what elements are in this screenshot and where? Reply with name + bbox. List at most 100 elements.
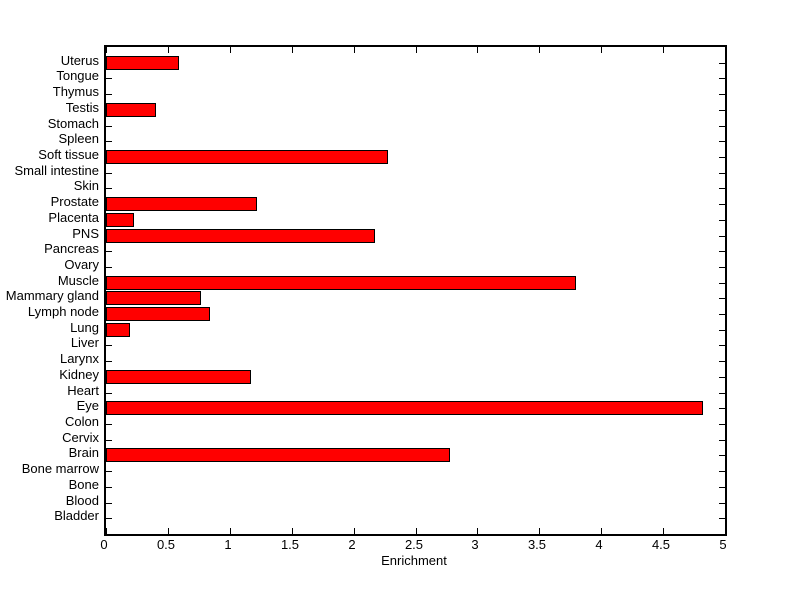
- y-tick-right-thymus: [719, 94, 725, 95]
- x-tick-bottom-3: [477, 528, 478, 534]
- x-tick-bottom-2: [354, 528, 355, 534]
- y-tick-right-cervix: [719, 440, 725, 441]
- category-label-pancreas: Pancreas: [44, 241, 99, 256]
- y-tick-right-testis: [719, 110, 725, 111]
- x-tick-bottom-5: [725, 528, 726, 534]
- plot-area: [104, 45, 727, 536]
- y-tick-left-tongue: [106, 78, 112, 79]
- x-tick-bottom-1: [230, 528, 231, 534]
- category-label-prostate: Prostate: [50, 194, 99, 209]
- x-tick-top-5: [725, 47, 726, 53]
- y-tick-right-bone: [719, 487, 725, 488]
- category-label-spleen: Spleen: [58, 131, 99, 146]
- y-tick-right-eye: [719, 408, 725, 409]
- y-tick-right-tongue: [719, 78, 725, 79]
- y-tick-right-skin: [719, 188, 725, 189]
- category-label-testis: Testis: [65, 100, 99, 115]
- y-tick-left-spleen: [106, 141, 112, 142]
- x-axis-title: Enrichment: [381, 553, 447, 568]
- x-tick-top-0.5: [168, 47, 169, 53]
- x-tick-label-2.5: 2.5: [404, 537, 424, 552]
- category-label-ovary: Ovary: [64, 257, 99, 272]
- x-tick-bottom-3.5: [539, 528, 540, 534]
- category-label-lymph-node: Lymph node: [27, 304, 99, 319]
- bar-placenta: [106, 213, 134, 227]
- y-tick-right-colon: [719, 424, 725, 425]
- category-label-blood: Blood: [65, 493, 99, 508]
- x-tick-top-2: [354, 47, 355, 53]
- y-tick-left-larynx: [106, 361, 112, 362]
- y-tick-left-ovary: [106, 267, 112, 268]
- bar-brain: [106, 448, 450, 462]
- x-tick-top-3.5: [539, 47, 540, 53]
- x-tick-label-5: 5: [719, 537, 727, 552]
- category-label-thymus: Thymus: [52, 84, 99, 99]
- bar-pns: [106, 229, 375, 243]
- x-tick-label-1: 1: [224, 537, 232, 552]
- x-tick-label-3.5: 3.5: [527, 537, 547, 552]
- bar-soft-tissue: [106, 150, 388, 164]
- x-tick-bottom-0.5: [168, 528, 169, 534]
- y-tick-right-muscle: [719, 283, 725, 284]
- category-label-lung: Lung: [70, 320, 99, 335]
- x-tick-top-3: [477, 47, 478, 53]
- bar-muscle: [106, 276, 576, 290]
- y-tick-right-prostate: [719, 204, 725, 205]
- category-label-larynx: Larynx: [59, 351, 99, 366]
- y-tick-right-blood: [719, 503, 725, 504]
- x-tick-top-1.5: [292, 47, 293, 53]
- bar-lung: [106, 323, 130, 337]
- x-tick-bottom-2.5: [416, 528, 417, 534]
- category-label-kidney: Kidney: [59, 367, 99, 382]
- category-label-colon: Colon: [65, 414, 99, 429]
- category-label-brain: Brain: [68, 445, 99, 460]
- category-label-pns: PNS: [72, 226, 99, 241]
- x-tick-label-2: 2: [348, 537, 356, 552]
- bar-mammary-gland: [106, 291, 201, 305]
- x-tick-top-2.5: [416, 47, 417, 53]
- y-tick-right-ovary: [719, 267, 725, 268]
- y-tick-right-placenta: [719, 220, 725, 221]
- category-label-muscle: Muscle: [57, 273, 99, 288]
- y-tick-right-uterus: [719, 63, 725, 64]
- category-label-tongue: Tongue: [56, 68, 99, 83]
- category-label-bladder: Bladder: [54, 508, 99, 523]
- x-tick-bottom-4: [601, 528, 602, 534]
- y-tick-left-skin: [106, 188, 112, 189]
- y-tick-right-larynx: [719, 361, 725, 362]
- x-tick-top-0: [106, 47, 107, 53]
- x-tick-top-4.5: [663, 47, 664, 53]
- category-label-mammary-gland: Mammary gland: [5, 288, 99, 303]
- bar-uterus: [106, 56, 179, 70]
- y-tick-right-pns: [719, 236, 725, 237]
- bar-eye: [106, 401, 703, 415]
- x-tick-bottom-1.5: [292, 528, 293, 534]
- bar-prostate: [106, 197, 257, 211]
- y-tick-right-stomach: [719, 126, 725, 127]
- y-tick-right-bladder: [719, 518, 725, 519]
- y-tick-right-lung: [719, 330, 725, 331]
- y-tick-right-bone-marrow: [719, 471, 725, 472]
- category-label-eye: Eye: [76, 398, 99, 413]
- y-tick-left-colon: [106, 424, 112, 425]
- y-tick-left-stomach: [106, 126, 112, 127]
- bar-kidney: [106, 370, 251, 384]
- x-tick-label-0: 0: [100, 537, 108, 552]
- y-tick-right-liver: [719, 345, 725, 346]
- y-tick-right-soft-tissue: [719, 157, 725, 158]
- x-tick-top-1: [230, 47, 231, 53]
- y-tick-right-brain: [719, 455, 725, 456]
- x-tick-bottom-0: [106, 528, 107, 534]
- y-tick-right-pancreas: [719, 251, 725, 252]
- category-label-bone-marrow: Bone marrow: [21, 461, 99, 476]
- y-tick-right-small-intestine: [719, 173, 725, 174]
- y-tick-left-thymus: [106, 94, 112, 95]
- y-tick-right-mammary-gland: [719, 298, 725, 299]
- category-label-liver: Liver: [70, 335, 99, 350]
- y-tick-left-liver: [106, 345, 112, 346]
- y-tick-left-heart: [106, 393, 112, 394]
- x-tick-top-4: [601, 47, 602, 53]
- category-label-heart: Heart: [67, 383, 99, 398]
- x-tick-label-0.5: 0.5: [156, 537, 176, 552]
- x-tick-label-4: 4: [595, 537, 603, 552]
